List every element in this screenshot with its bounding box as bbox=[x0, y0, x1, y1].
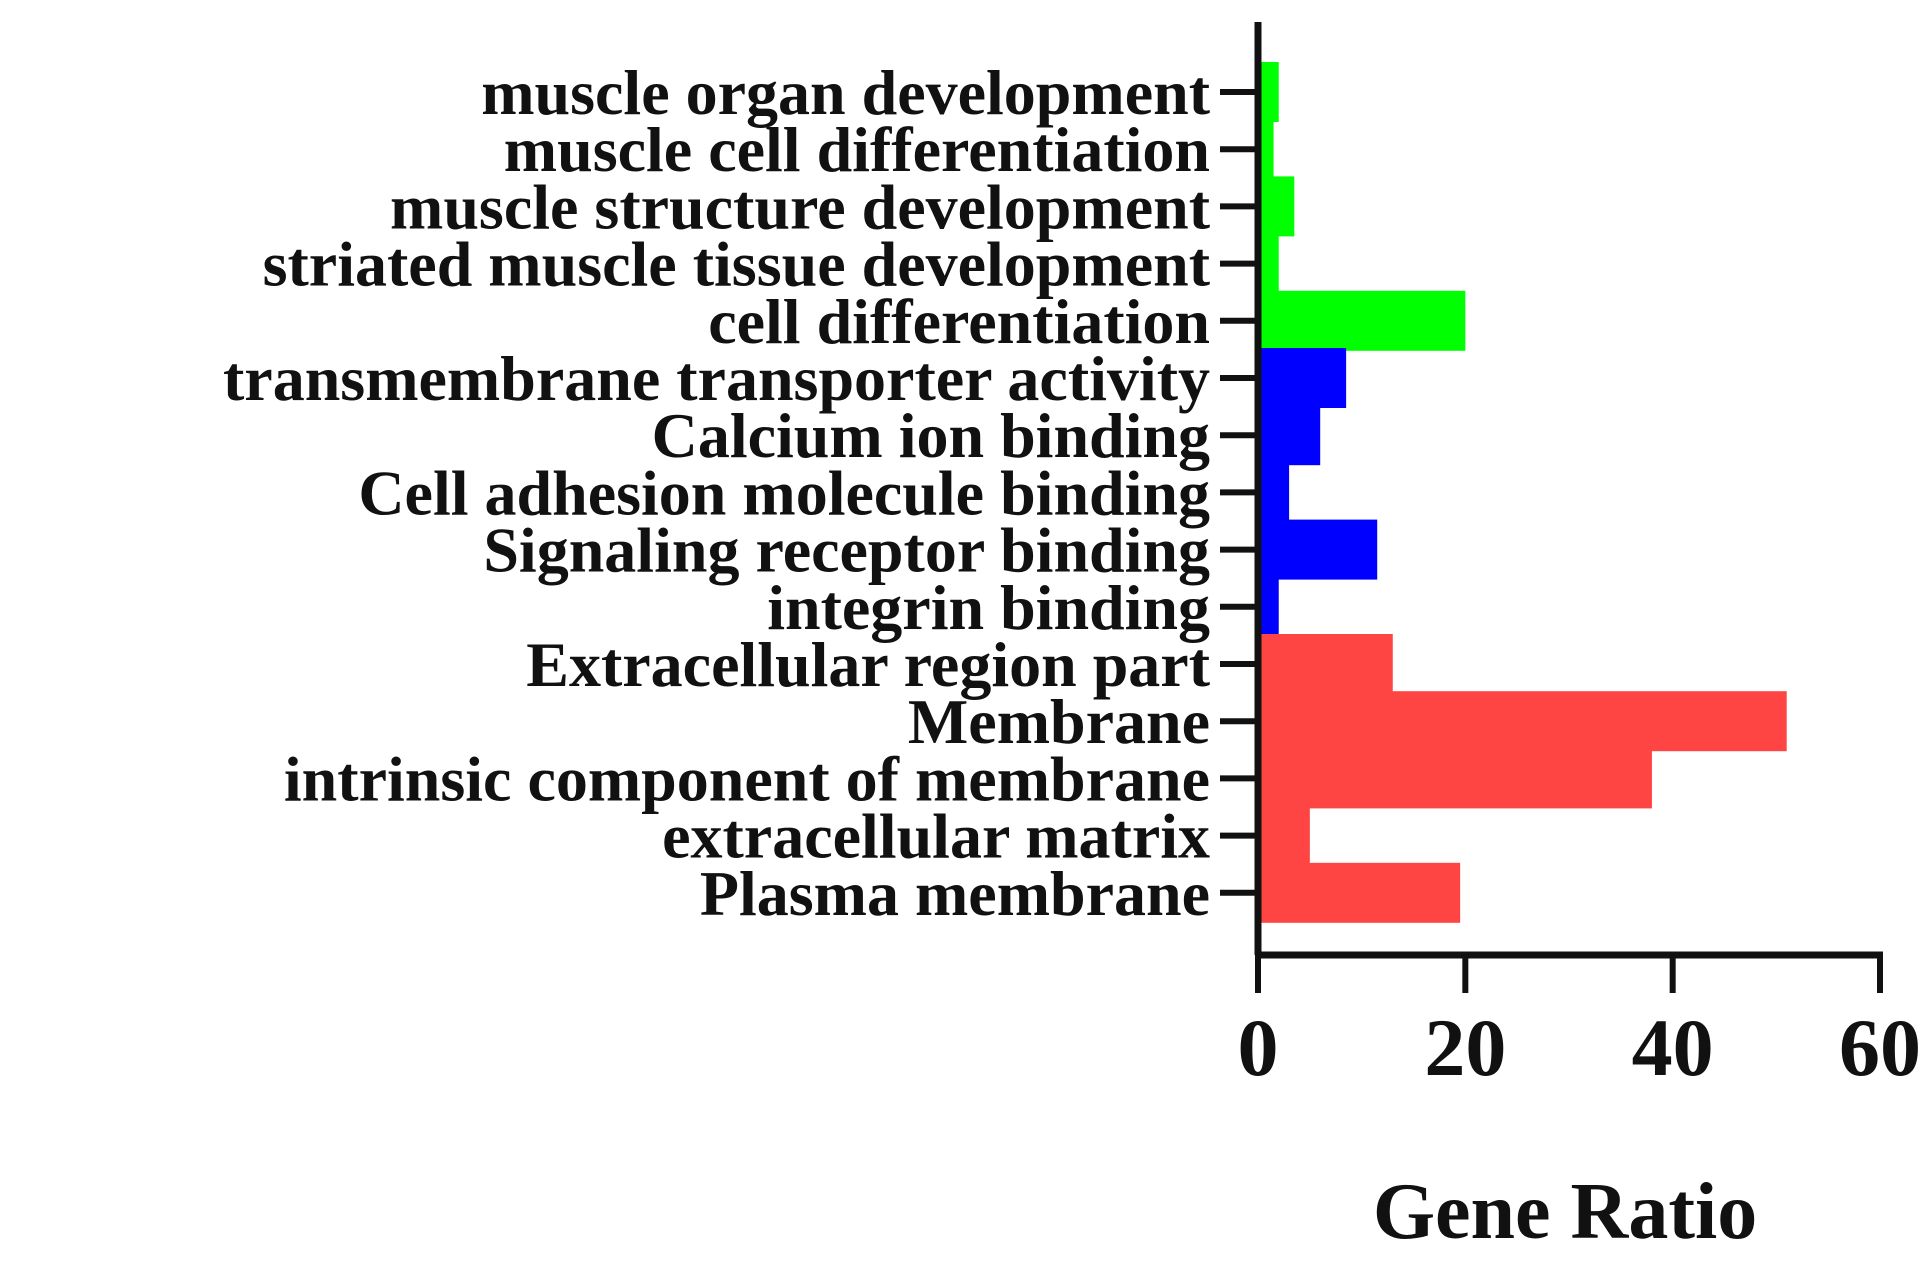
bar-5 bbox=[1258, 348, 1347, 408]
bar-9 bbox=[1258, 576, 1279, 637]
category-label-10: Extracellular region part bbox=[526, 629, 1210, 700]
category-label-11: Membrane bbox=[908, 686, 1210, 757]
bar-12 bbox=[1258, 748, 1652, 809]
x-tick-label-1: 20 bbox=[1424, 1002, 1506, 1093]
bar-6 bbox=[1258, 405, 1321, 466]
bar-3 bbox=[1258, 233, 1279, 294]
category-label-9: integrin binding bbox=[767, 572, 1210, 643]
bar-14 bbox=[1258, 862, 1461, 923]
bar-2 bbox=[1258, 176, 1295, 237]
category-label-3: striated muscle tissue development bbox=[263, 229, 1211, 300]
x-tick-label-3: 60 bbox=[1839, 1002, 1921, 1093]
bar-7 bbox=[1258, 462, 1290, 523]
bar-4 bbox=[1258, 290, 1466, 351]
bar-0 bbox=[1258, 62, 1279, 122]
category-label-4: cell differentiation bbox=[708, 286, 1210, 357]
x-tick-label-0: 0 bbox=[1238, 1002, 1279, 1093]
category-label-14: Plasma membrane bbox=[700, 858, 1210, 929]
category-label-1: muscle cell differentiation bbox=[504, 114, 1210, 185]
category-label-2: muscle structure development bbox=[390, 171, 1211, 242]
category-label-8: Signaling receptor binding bbox=[483, 515, 1210, 586]
category-label-6: Calcium ion binding bbox=[652, 400, 1210, 471]
category-label-0: muscle organ development bbox=[481, 57, 1211, 128]
bars-layer bbox=[1258, 62, 1787, 923]
x-axis-title: Gene Ratio bbox=[1373, 1168, 1757, 1256]
category-label-13: extracellular matrix bbox=[662, 801, 1210, 872]
bar-11 bbox=[1258, 691, 1787, 752]
bar-8 bbox=[1258, 519, 1378, 580]
x-tick-labels: 0 20 40 60 bbox=[1238, 1002, 1922, 1093]
bar-10 bbox=[1258, 634, 1393, 694]
bar-13 bbox=[1258, 805, 1310, 866]
bar-1 bbox=[1258, 119, 1274, 180]
x-tick-label-2: 40 bbox=[1632, 1002, 1714, 1093]
category-label-5: transmembrane transporter activity bbox=[223, 343, 1210, 414]
category-label-12: intrinsic component of membrane bbox=[284, 743, 1210, 814]
category-label-7: Cell adhesion molecule binding bbox=[358, 457, 1210, 528]
axes-layer bbox=[1220, 22, 1883, 993]
